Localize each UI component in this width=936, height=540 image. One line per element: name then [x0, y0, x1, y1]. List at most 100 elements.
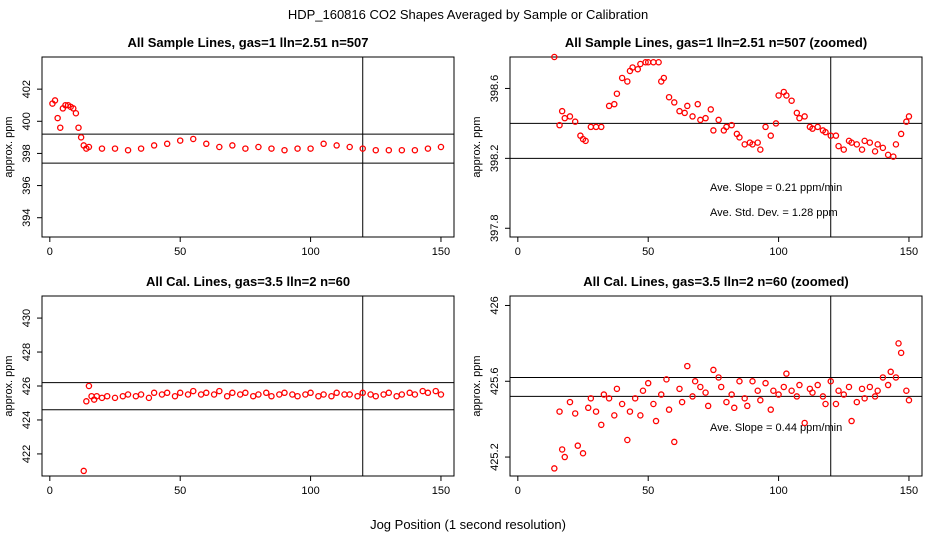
data-point [892, 374, 900, 381]
x-tick-label: 100 [301, 485, 319, 497]
data-point [767, 406, 775, 413]
data-point [294, 392, 301, 400]
data-point [598, 421, 605, 429]
y-tick-label: 428 [21, 343, 33, 361]
data-point [268, 145, 275, 152]
data-point [184, 391, 192, 398]
plot-marks: 0 50 100 150 394 396 398 400 402 [21, 57, 454, 258]
data-point [853, 398, 861, 406]
data-point [210, 391, 218, 398]
data-point [54, 114, 61, 122]
data-point [229, 389, 236, 397]
data-point [897, 349, 905, 357]
y-tick-label: 398.6 [489, 75, 501, 103]
plot-marks: 0 50 100 150 425.2 425.6 426 [489, 296, 922, 497]
data-point [644, 379, 652, 387]
panel-title: All Sample Lines, gas=1 lln=2.51 n=507 [128, 35, 369, 50]
data-point [624, 78, 631, 85]
data-point [57, 124, 64, 131]
data-point [281, 389, 288, 397]
data-point [704, 402, 712, 410]
data-point [710, 127, 717, 134]
data-point [307, 145, 314, 152]
data-point [346, 143, 353, 151]
data-point [223, 392, 231, 400]
data-point [832, 400, 840, 408]
data-point [111, 145, 119, 152]
data-point [793, 393, 801, 400]
panel-sample-lines-zoomed: All Sample Lines, gas=1 lln=2.51 n=507 (… [471, 35, 923, 258]
data-point [406, 389, 413, 397]
data-point [744, 402, 751, 410]
data-point [702, 114, 709, 122]
data-point [723, 398, 730, 406]
data-point [613, 90, 621, 97]
data-point [809, 389, 816, 396]
data-point [367, 391, 374, 398]
data-point [618, 74, 626, 82]
data-point [772, 120, 780, 127]
x-tick-label: 150 [900, 246, 918, 258]
data-point [216, 387, 223, 395]
data-point [613, 385, 621, 393]
data-point [892, 141, 900, 148]
data-point [671, 438, 678, 446]
data-point [715, 374, 722, 381]
x-tick-label: 150 [900, 485, 918, 497]
panel-cal-lines-zoomed: All Cal. Lines, gas=3.5 lln=2 n=60 (zoom… [471, 274, 923, 497]
annotation-ave-slope: Ave. Slope = 0.21 ppm/min [710, 182, 842, 194]
data-point [587, 395, 595, 402]
data-point [80, 467, 87, 475]
data-point [203, 140, 210, 148]
data-point [879, 374, 887, 381]
data-point [263, 389, 270, 397]
data-point [775, 92, 782, 99]
data-point [897, 130, 905, 138]
data-point [874, 141, 881, 148]
data-point [276, 391, 283, 398]
data-point [163, 140, 171, 148]
data-point [697, 383, 704, 391]
data-point [796, 114, 803, 122]
data-point [637, 60, 644, 68]
data-point [681, 109, 688, 117]
data-point [189, 387, 197, 395]
data-point [767, 132, 775, 139]
data-point [728, 121, 735, 129]
data-point [328, 392, 335, 400]
data-point [302, 391, 309, 398]
data-point [150, 142, 158, 149]
y-axis-label: approx. ppm [471, 355, 483, 416]
data-point [689, 113, 696, 120]
data-point [796, 381, 803, 389]
data-point [236, 391, 244, 398]
data-point [884, 381, 892, 389]
plot-frame [509, 295, 923, 477]
data-point [694, 100, 701, 108]
data-point [637, 412, 644, 419]
data-point [853, 141, 861, 148]
data-point [793, 109, 801, 117]
data-point [710, 366, 717, 374]
data-point [341, 391, 348, 398]
data-point [678, 398, 686, 406]
y-tick-label: 394 [21, 209, 33, 227]
data-point [398, 391, 406, 398]
data-point [874, 387, 881, 394]
y-tick-label: 430 [21, 309, 33, 327]
x-tick-label: 100 [769, 246, 787, 258]
data-point [871, 393, 879, 400]
data-point [72, 110, 80, 117]
data-point [801, 419, 808, 427]
data-point [566, 113, 574, 120]
data-point [85, 382, 93, 390]
data-point [385, 389, 393, 397]
data-point [176, 137, 184, 144]
data-point [424, 145, 432, 152]
data-point [171, 392, 179, 400]
x-tick-label: 0 [515, 246, 521, 258]
data-point [346, 391, 353, 398]
data-point [903, 118, 910, 125]
data-point [840, 391, 848, 398]
